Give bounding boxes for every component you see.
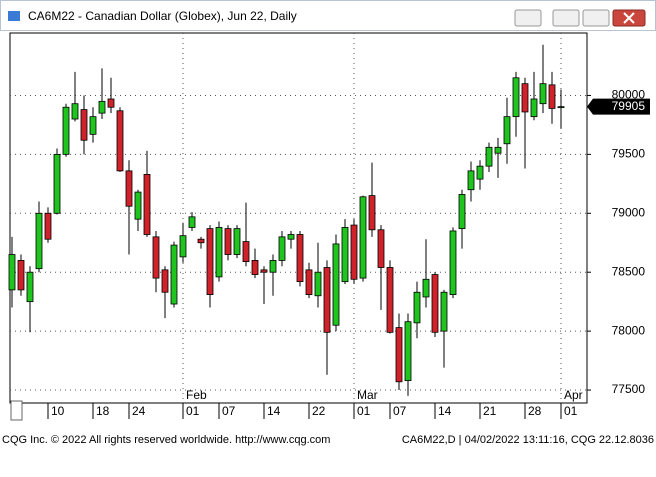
x-tick-label: 10	[51, 404, 65, 418]
x-tick-label: 01	[186, 404, 200, 418]
candle-body	[26, 271, 34, 303]
candle-body	[476, 165, 484, 180]
candle-body	[404, 321, 412, 382]
candle-body	[206, 228, 214, 295]
candle-body	[260, 269, 268, 273]
title-bar	[0, 0, 656, 31]
link-button[interactable]	[514, 9, 542, 27]
month-label: Mar	[357, 388, 378, 402]
y-tick-label: 78000	[612, 323, 646, 337]
y-tick-label: 79000	[612, 205, 646, 219]
candle-body	[440, 291, 448, 332]
candle-body	[35, 212, 43, 270]
candle-body	[494, 146, 502, 154]
x-tick-label: 22	[312, 404, 326, 418]
candle-body	[467, 170, 475, 191]
candle-body	[179, 235, 187, 258]
candle-body	[332, 243, 340, 326]
candle-body	[350, 224, 358, 280]
candle-body	[530, 98, 538, 118]
candle-body	[143, 174, 151, 235]
candle-body	[458, 194, 466, 230]
scroll-handle[interactable]	[10, 400, 23, 421]
candle-body	[386, 267, 394, 333]
candle-body	[512, 77, 520, 118]
x-tick-label: 14	[267, 404, 281, 418]
candle-body	[422, 278, 430, 298]
candle-body	[296, 234, 304, 283]
candle-body	[170, 244, 178, 305]
candle-body	[98, 100, 106, 114]
candle-body	[287, 234, 295, 240]
candle-body	[116, 110, 124, 172]
candle-body	[188, 216, 196, 228]
candle-body	[323, 267, 331, 333]
x-tick-label: 28	[528, 404, 542, 418]
candle-body	[8, 254, 16, 291]
candle-body	[557, 106, 565, 109]
candle-body	[395, 327, 403, 383]
candle-body	[539, 83, 547, 105]
candle-body	[431, 274, 439, 333]
candle-body	[107, 98, 115, 108]
candle-body	[341, 227, 349, 283]
candle-body	[548, 84, 556, 109]
x-tick-label: 01	[357, 404, 371, 418]
candle-body	[305, 269, 313, 295]
candle-body	[224, 228, 232, 255]
candle-body	[449, 230, 457, 295]
footer-left: CQG Inc. © 2022 All rights reserved worl…	[2, 434, 330, 446]
window-buttons[interactable]	[514, 9, 646, 27]
plot-area	[9, 32, 588, 404]
candle-body	[251, 260, 259, 275]
candle-body	[125, 170, 133, 207]
candle-body	[485, 146, 493, 167]
x-tick-label: 07	[393, 404, 407, 418]
candle-body	[377, 229, 385, 268]
y-tick-label: 80000	[612, 88, 646, 102]
y-tick-label: 78500	[612, 264, 646, 278]
x-tick-label: 14	[438, 404, 452, 418]
candle-body	[359, 196, 367, 279]
candle-body	[368, 195, 376, 231]
candle-body	[71, 103, 79, 120]
x-tick-label: 18	[96, 404, 110, 418]
close-icon	[623, 12, 635, 24]
last-price-box	[587, 98, 650, 115]
candle-body	[134, 191, 142, 220]
candle-body	[62, 106, 70, 155]
month-label: Apr	[564, 388, 583, 402]
candle-body	[152, 236, 160, 279]
candle-body	[161, 269, 169, 293]
candle-body	[413, 291, 421, 324]
candle-body	[233, 228, 241, 255]
candle-body	[44, 212, 52, 240]
candle-body	[80, 109, 88, 141]
maximize-button[interactable]	[582, 9, 610, 27]
y-tick-label: 79500	[612, 147, 646, 161]
candle-body	[278, 236, 286, 261]
candle-body	[17, 260, 25, 291]
candle-body	[242, 241, 250, 262]
candle-body	[215, 227, 223, 278]
last-price-label: 79905	[612, 99, 646, 113]
x-tick-label: 07	[222, 404, 236, 418]
candle-body	[503, 116, 511, 145]
candle-body	[269, 260, 277, 273]
app-icon	[8, 11, 20, 21]
minimize-button[interactable]	[552, 9, 580, 27]
y-tick-label: 77500	[612, 382, 646, 396]
candle-body	[314, 271, 322, 297]
x-tick-label: 01	[564, 404, 578, 418]
x-tick-label: 24	[132, 404, 146, 418]
candle-body	[521, 83, 529, 113]
month-label: Feb	[186, 388, 207, 402]
window-title: CA6M22 - Canadian Dollar (Globex), Jun 2…	[28, 9, 297, 23]
candle-body	[53, 153, 61, 214]
candle-body	[197, 238, 205, 244]
x-tick-label: 21	[483, 404, 497, 418]
candle-body	[89, 116, 97, 135]
footer-right: CA6M22,D | 04/02/2022 13:11:16, CQG 22.1…	[402, 434, 654, 446]
